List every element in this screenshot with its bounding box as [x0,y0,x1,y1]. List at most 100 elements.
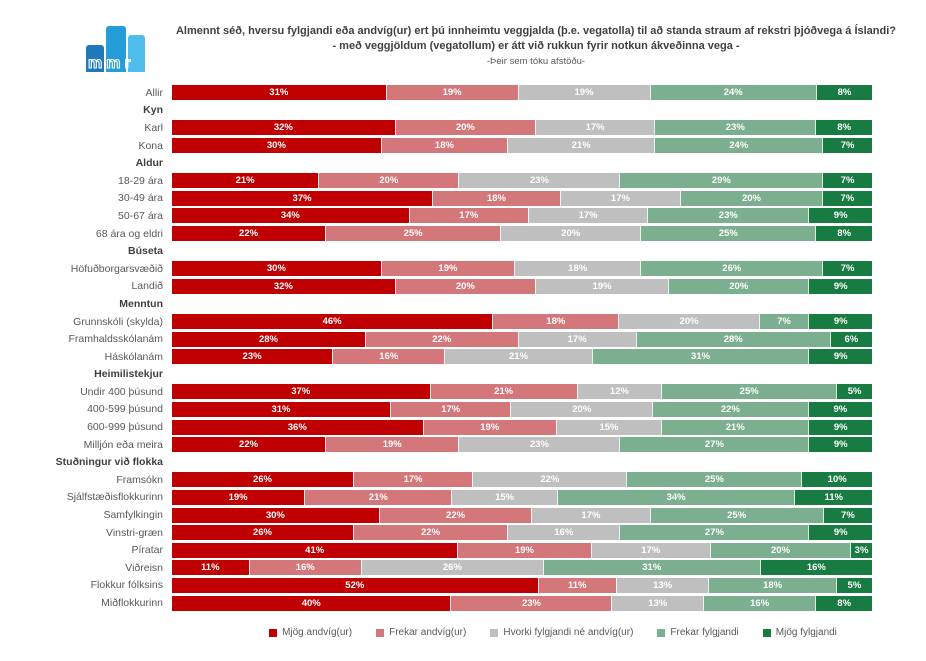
stacked-bar: 32% 20% 19% 20% 9% [172,278,872,294]
bar-segment: 28% [172,331,365,347]
legend-swatch [657,628,666,637]
group-header-row: Menntun [0,295,872,313]
bar-segment: 16% [507,525,620,541]
bar-segment: 29% [619,173,823,189]
category-label: 400-599 þúsund [87,403,163,416]
bar-segment: 8% [815,120,872,136]
bar-segment: 23% [172,349,333,365]
group-header-label: Kyn [143,104,163,117]
chart-legend: Mjög andvíg(ur) Frekar andvíg(ur) Hvorki f… [180,627,926,638]
category-row: Vinstri-græn 26% 22% 16% 27% 9% [0,524,872,542]
bar-segment: 19% [517,85,650,101]
stacked-bar: 32% 20% 17% 23% 8% [172,120,872,136]
legend-item: Frekar fylgjandi [657,627,739,638]
legend-label: Hvorki fylgjandi né andvíg(ur) [503,627,634,638]
category-label: Framsókn [116,473,163,486]
stacked-bar: 36% 19% 15% 21% 9% [172,419,872,435]
stacked-bar: 30% 18% 21% 24% 7% [172,138,872,154]
bar-segment: 16% [332,349,445,365]
logo-bar-left [86,45,104,72]
category-label: Vinstri-græn [106,526,163,539]
category-label: Flokkur fólksins [90,579,163,592]
bar-segment: 21% [661,419,809,435]
stacked-bar: 28% 22% 17% 28% 6% [172,331,873,347]
bar-segment: 19% [534,278,669,294]
logo-bar-right [128,35,145,72]
category-label: Allir [145,86,164,99]
stacked-bar: 52% 11% 13% 18% 5% [172,577,872,593]
category-label: 68 ára og eldri [95,227,163,240]
bar-segment: 17% [352,472,473,488]
bar-segment: 32% [172,120,395,136]
legend-swatch [490,628,499,637]
bar-segment: 17% [559,190,681,206]
bar-segment: 21% [507,138,655,154]
category-label: Framhaldsskólanám [68,333,163,346]
group-header-label: Stuðningur við flokka [55,456,163,469]
category-row: Landið 32% 20% 19% 20% 9% [0,278,872,296]
category-row: 30-49 ára 37% 18% 17% 20% 7% [0,190,873,208]
legend-item: Mjög andvíg(ur) [269,627,352,638]
bar-segment: 21% [304,489,452,505]
bar-segment: 9% [808,278,872,294]
mmr-logo: mmr [86,18,166,72]
category-row: 600-999 þúsund 36% 19% 15% 21% 9% [0,418,872,436]
stacked-bar: 22% 19% 23% 27% 9% [172,437,872,453]
stacked-bar: 30% 22% 17% 25% 7% [172,507,873,523]
empty-bar-area [172,103,872,118]
category-row: Karl 32% 20% 17% 23% 8% [0,119,872,137]
bar-segment: 20% [500,226,641,242]
stacked-bar: 41% 19% 17% 20% 3% [172,542,872,558]
legend-item: Hvorki fylgjandi né andvíg(ur) [490,627,633,638]
category-label: 30-49 ára [118,192,163,205]
stacked-bar: 19% 21% 15% 34% 11% [172,489,872,505]
category-row: 18-29 ára 21% 20% 23% 29% 7% [0,172,872,190]
bar-segment: 19% [325,437,459,453]
bar-segment: 20% [668,278,809,294]
category-label: Kona [138,139,163,152]
category-label: Miðflokkurinn [101,597,163,610]
bar-segment: 17% [408,208,528,224]
bar-segment: 34% [556,489,795,505]
empty-bar-area [172,244,872,259]
bar-segment: 23% [458,437,620,453]
bar-segment: 46% [172,314,493,330]
category-row: Framsókn 26% 17% 22% 25% 10% [0,471,872,489]
bar-segment: 27% [619,525,809,541]
group-header-row: Aldur [0,154,872,172]
bar-segment: 21% [429,384,577,400]
group-header-label: Menntun [119,297,163,310]
category-row: Viðreisn 11% 16% 26% 31% 16% [0,559,872,577]
legend-item: Frekar andvíg(ur) [376,627,466,638]
bar-segment: 24% [649,85,816,101]
bar-segment: 16% [248,560,361,576]
bar-segment: 19% [385,85,518,101]
bar-segment: 18% [380,138,508,154]
bar-segment: 15% [555,419,662,435]
bar-segment: 23% [458,173,620,189]
bar-segment: 34% [172,208,409,224]
category-row: Allir 31% 19% 19% 24% 8% [0,84,873,102]
category-row: Flokkur fólksins 52% 11% 13% 18% 5% [0,577,872,595]
bar-segment: 3% [850,542,872,558]
group-header-row: Búseta [0,242,872,260]
bar-segment: 25% [325,226,501,242]
category-label: 18-29 ára [118,174,163,187]
bar-segment: 17% [534,120,655,136]
legend-swatch [762,628,771,637]
stacked-bar-chart: Allir 31% 19% 19% 24% 8% Kyn Karl 32% 20% 17% 23% 8%… [0,84,873,612]
category-row: Samfylkingin 30% 22% 17% 25% 7% [0,506,873,524]
bar-segment: 7% [822,507,873,523]
bar-segment: 9% [808,208,872,224]
bar-segment: 10% [801,472,872,488]
legend-label: Mjög andvíg(ur) [282,627,353,638]
bar-segment: 37% [172,384,430,400]
group-header-label: Búseta [127,245,163,258]
logo-bar-middle [106,26,126,72]
bar-segment: 22% [172,226,326,242]
bar-segment: 19% [380,261,515,277]
group-header-label: Heimilistekjur [94,368,163,381]
bar-segment: 7% [822,138,872,154]
category-row: Miðflokkurinn 40% 23% 13% 16% 8% [0,594,873,612]
bar-segment: 7% [822,261,872,277]
